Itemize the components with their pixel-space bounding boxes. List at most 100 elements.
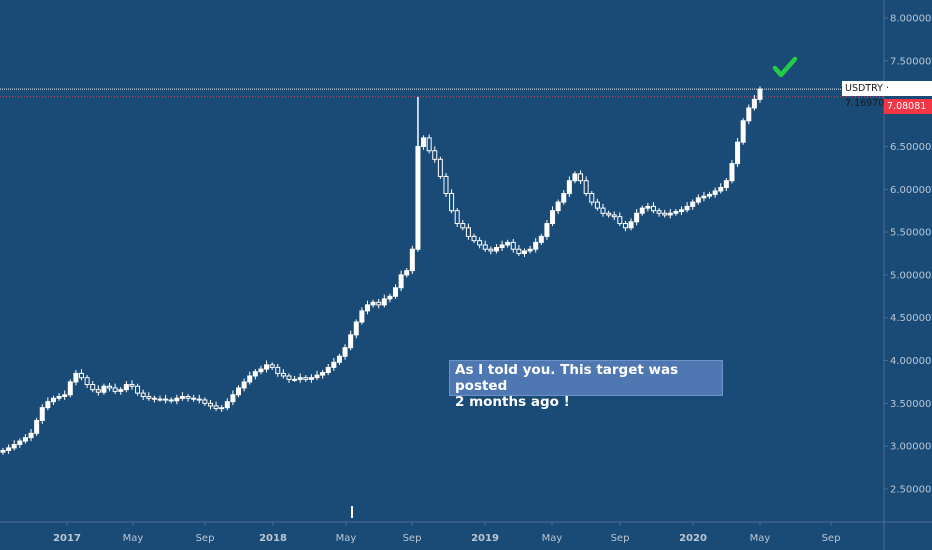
candle xyxy=(140,389,146,400)
candle-body xyxy=(695,197,701,203)
candle-body xyxy=(269,364,275,368)
candle xyxy=(95,385,101,396)
candle xyxy=(544,220,550,240)
candle-body xyxy=(757,88,763,100)
candle xyxy=(196,394,202,404)
candle-body xyxy=(510,241,516,250)
candle xyxy=(572,171,578,184)
candle-body xyxy=(22,437,28,442)
candle xyxy=(191,394,197,402)
candle-body xyxy=(622,223,628,229)
candle-body xyxy=(735,141,741,165)
candle-body xyxy=(426,137,432,152)
candle xyxy=(656,208,662,217)
candle-body xyxy=(404,270,410,276)
candle-body xyxy=(17,440,23,445)
x-tick-label: May xyxy=(750,533,771,544)
candle-body xyxy=(561,193,567,203)
candle-body xyxy=(292,378,298,381)
candle xyxy=(11,440,17,451)
candle-body xyxy=(606,212,612,216)
candle xyxy=(331,357,337,371)
candle xyxy=(185,393,191,402)
candle-body xyxy=(196,398,202,401)
candle xyxy=(292,375,298,382)
x-tick-label: Sep xyxy=(403,533,422,544)
candle xyxy=(320,369,326,379)
candle xyxy=(348,330,354,351)
candle xyxy=(112,383,118,394)
candle-body xyxy=(673,211,679,214)
candle xyxy=(673,208,679,216)
previous-price-badge: 7.08081 xyxy=(884,99,932,114)
candle-body xyxy=(376,301,382,306)
candle-body xyxy=(667,212,673,216)
y-tick-label: 6.50000 xyxy=(890,142,931,153)
candle xyxy=(527,245,533,254)
candle-body xyxy=(381,298,387,306)
candle-body xyxy=(751,98,757,109)
candle xyxy=(740,118,746,145)
candle-body xyxy=(482,244,488,250)
candle-body xyxy=(90,384,96,391)
candle-body xyxy=(611,214,617,218)
last-price-label: 7.16970 xyxy=(845,98,885,109)
plot-area xyxy=(0,56,884,518)
candle xyxy=(135,383,141,396)
candle xyxy=(707,191,713,199)
candle-body xyxy=(185,396,191,399)
candle xyxy=(353,319,359,339)
candle-body xyxy=(583,180,589,195)
x-tick-label: Sep xyxy=(822,533,841,544)
candle xyxy=(123,381,129,393)
candle-body xyxy=(280,372,286,377)
bottom-marker xyxy=(351,506,353,518)
candle-body xyxy=(650,205,656,212)
candle xyxy=(381,294,387,308)
candle xyxy=(589,190,595,206)
candle-body xyxy=(342,347,348,357)
candle xyxy=(398,270,404,292)
check-mark-icon xyxy=(772,56,798,78)
candle-body xyxy=(39,407,45,421)
candle-body xyxy=(628,221,634,229)
annotation-callout[interactable]: As I told you. This target was posted 2 … xyxy=(449,360,723,410)
candle-body xyxy=(191,397,197,400)
candle xyxy=(230,390,236,406)
candle xyxy=(493,244,499,254)
candle xyxy=(45,397,51,411)
candle xyxy=(219,405,225,412)
candle-body xyxy=(213,405,219,410)
candle-body xyxy=(639,207,645,214)
candle-body xyxy=(168,399,174,402)
candle xyxy=(146,392,152,401)
candle xyxy=(174,394,180,405)
candle-body xyxy=(477,240,483,246)
candle-body xyxy=(174,397,180,402)
candle xyxy=(735,137,741,168)
candle-body xyxy=(398,274,404,289)
candle-body xyxy=(550,210,556,225)
candle-body xyxy=(207,402,213,407)
candle xyxy=(342,344,348,360)
candle-body xyxy=(544,223,550,237)
candle-body xyxy=(353,321,359,336)
candle xyxy=(639,205,645,216)
candle xyxy=(129,380,135,390)
candle-body xyxy=(67,381,73,396)
candle xyxy=(308,374,314,383)
candle-body xyxy=(701,195,707,199)
candle xyxy=(505,239,511,248)
symbol-name: USDTRY xyxy=(845,83,883,94)
candle xyxy=(701,191,707,202)
candle xyxy=(650,202,656,214)
candle-body xyxy=(241,381,247,389)
candle xyxy=(718,183,724,194)
y-tick-label: 4.50000 xyxy=(890,313,931,324)
candle-body xyxy=(690,201,696,207)
candle xyxy=(179,392,185,401)
x-axis: 2017 May Sep 2018 May Sep 2019 May Sep 2020 May Sep xyxy=(0,521,932,544)
candle-body xyxy=(471,235,477,242)
candle xyxy=(465,223,471,240)
candle-body xyxy=(264,364,270,370)
